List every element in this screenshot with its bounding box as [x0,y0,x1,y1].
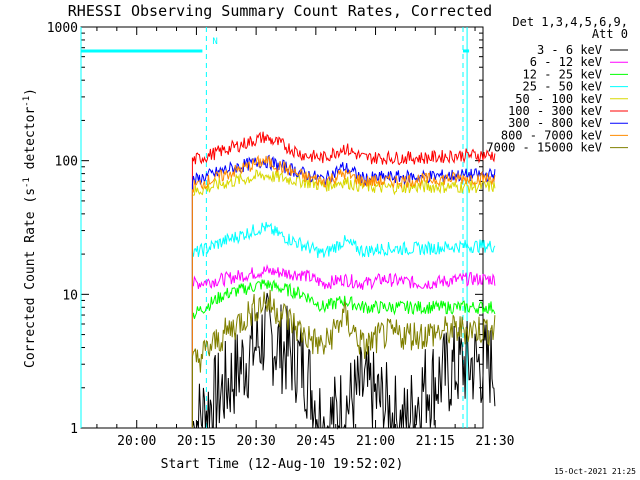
n-marker-label: N [212,37,217,47]
y-tick-label: 1000 [47,21,78,36]
y-tick-label: 100 [55,155,78,170]
legend-entry-label: 7000 - 15000 keV [486,141,602,155]
y-axis-label-main: Corrected Count Rate (s [23,188,38,368]
x-tick-label: 20:45 [296,434,335,449]
chart-title: RHESSI Observing Summary Count Rates, Co… [68,2,492,20]
x-tick-label: 21:00 [356,434,395,449]
series-line [191,169,496,428]
series-line [191,154,496,428]
series-line [191,289,496,428]
y-axis-label-end: ) [23,88,38,96]
x-tick-label: 20:15 [177,434,216,449]
series-line [191,263,496,428]
series-line [191,131,496,428]
legend-header-line1: Det 1,3,4,5,6,9, [512,15,628,29]
y-axis-ticks: 1 10 100 1000 [47,21,483,437]
legend-entry-label: 100 - 300 keV [508,104,602,118]
x-tick-label: 21:30 [475,434,514,449]
x-axis-label: Start Time (12-Aug-10 19:52:02) [161,457,404,472]
x-tick-label: 20:00 [117,434,156,449]
series-line [191,221,496,428]
y-tick-label: 10 [62,288,78,303]
legend-entry-label: 6 - 12 keV [530,55,602,69]
legend-entry-label: 25 - 50 keV [523,80,602,94]
legend-entry-label: 800 - 7000 keV [501,128,602,142]
series-group [191,131,496,430]
legend-entry-label: 50 - 100 keV [515,92,602,106]
y-axis-label-sup2: -1 [22,96,32,107]
legend-entry-label: 3 - 6 keV [537,43,602,57]
timestamp: 15-Oct-2021 21:25 [554,467,636,476]
legend-entry-label: 12 - 25 keV [523,67,602,81]
x-axis-ticks: 20:00 20:15 20:30 20:45 21:00 21:15 21:30 [96,27,515,449]
legend-entry-label: 300 - 800 keV [508,116,602,130]
legend-header-line2: Att 0 [592,27,628,41]
series-line [191,279,496,428]
y-axis-label: Corrected Count Rate (s-1 detector-1) [22,88,38,368]
x-tick-label: 20:30 [237,434,276,449]
attenuator-markers: N [80,27,470,428]
y-tick-label: 1 [70,422,78,437]
y-axis-label-sup1: -1 [22,177,32,188]
series-line [191,292,496,430]
y-axis-label-mid: detector [23,107,38,178]
x-tick-label: 21:15 [416,434,455,449]
series-line [191,154,496,428]
